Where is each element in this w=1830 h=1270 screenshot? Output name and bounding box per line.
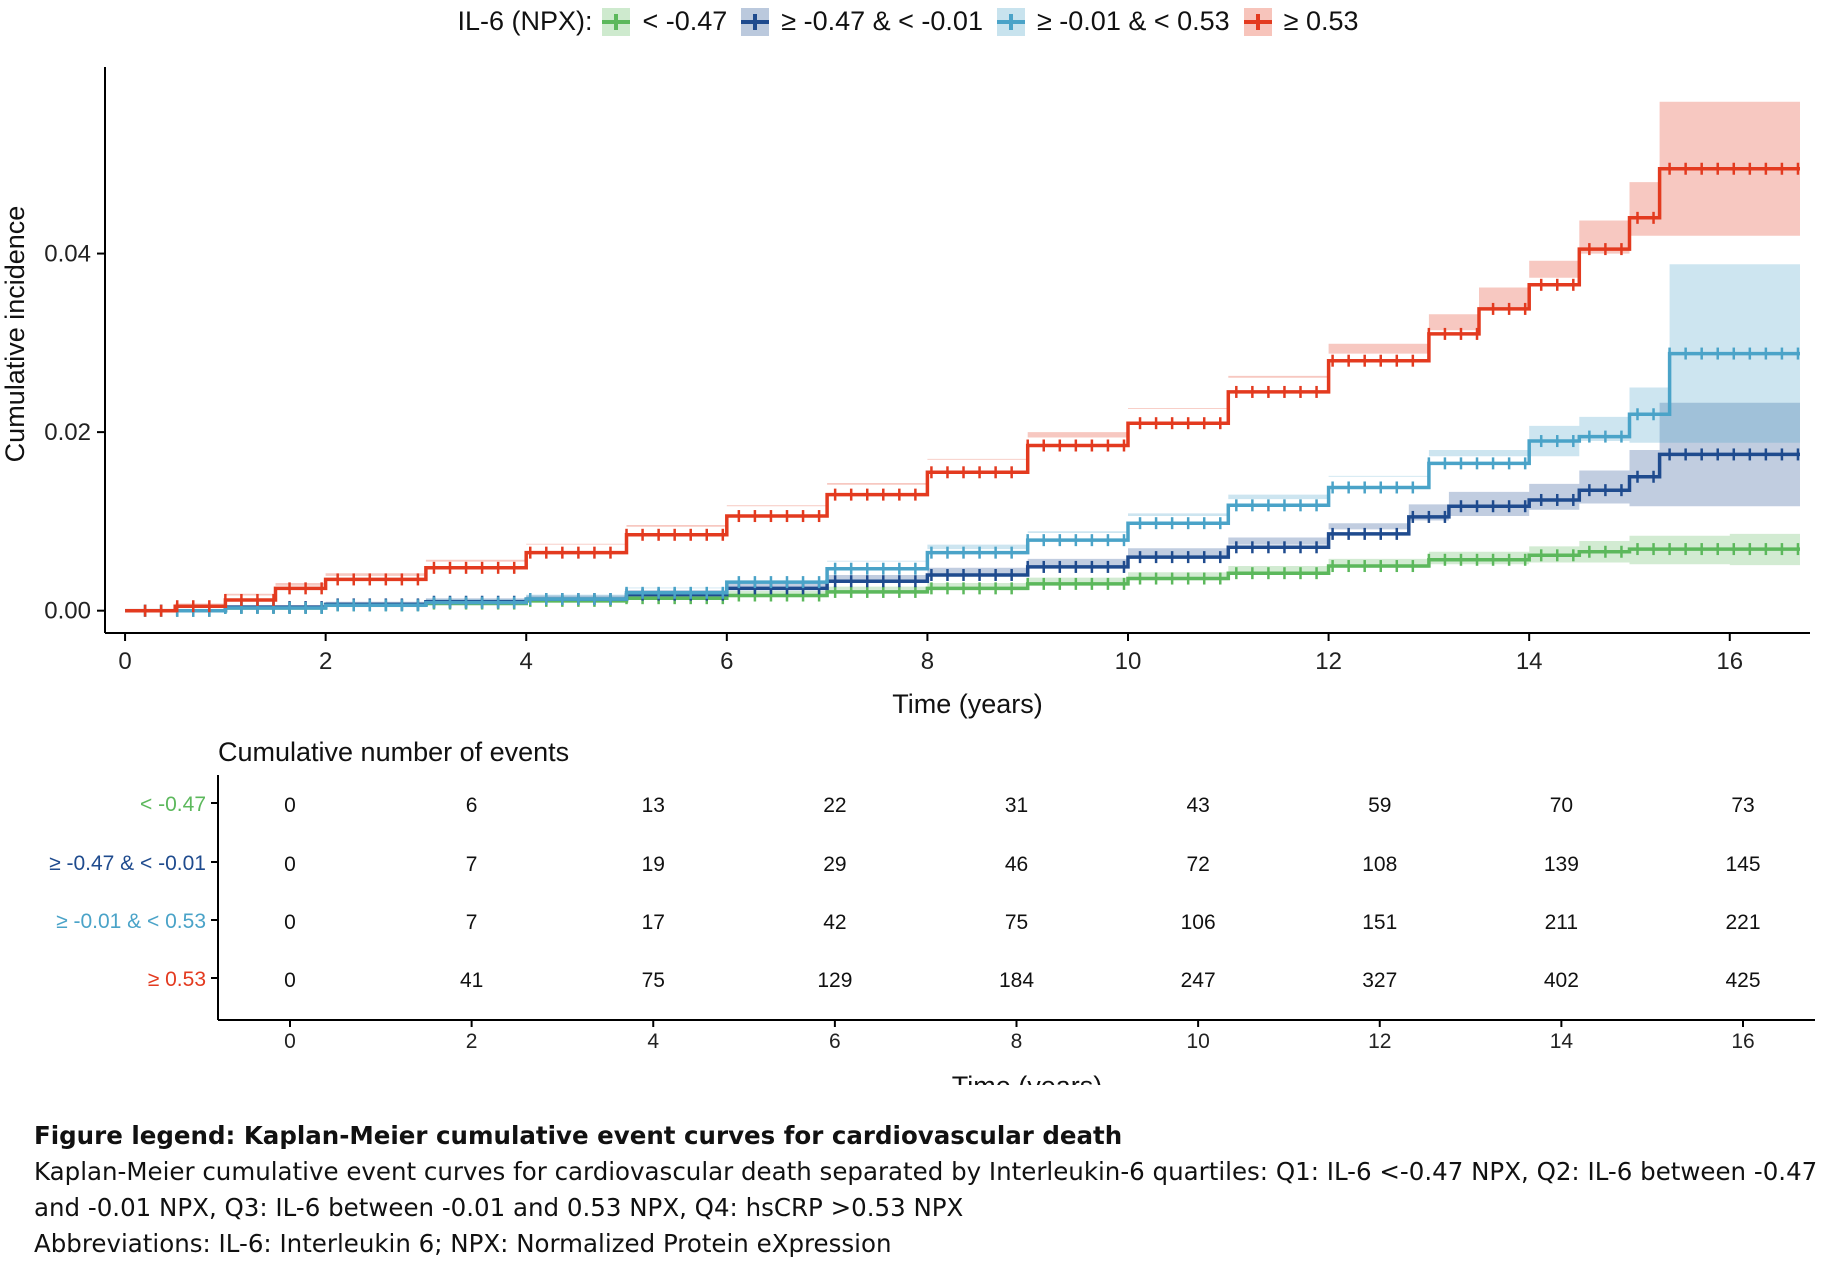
legend-swatch <box>741 7 770 36</box>
x-tick-label: 6 <box>720 648 733 675</box>
table-cell: 0 <box>284 969 296 992</box>
table-cell: 31 <box>1005 794 1028 817</box>
km-curves <box>125 162 1800 617</box>
km-curve-series-3 <box>125 351 1800 613</box>
table-cell: 46 <box>1005 853 1028 876</box>
table-cell: 70 <box>1550 794 1573 817</box>
table-x-tick-label: 16 <box>1731 1030 1754 1053</box>
censor-marks-series-3 <box>143 347 1800 617</box>
table-x-tick-label: 8 <box>1011 1030 1023 1053</box>
table-cell: 0 <box>284 853 296 876</box>
y-axis-label: Cumulative incidence <box>0 206 30 463</box>
table-cell: 22 <box>823 794 846 817</box>
table-x-tick-label: 12 <box>1368 1030 1391 1053</box>
table-cell: 184 <box>999 969 1034 992</box>
legend-swatch <box>602 7 631 36</box>
table-row-label: ≥ -0.01 & < 0.53 <box>56 910 206 933</box>
table-cell: 72 <box>1186 853 1209 876</box>
caption-title: Figure legend: Kaplan-Meier cumulative e… <box>34 1121 1123 1150</box>
table-cell: 6 <box>466 794 478 817</box>
table-cell: 7 <box>466 853 478 876</box>
legend-label: ≥ 0.53 <box>1283 6 1359 36</box>
table-cell: 59 <box>1368 794 1391 817</box>
x-axis-label: Time (years) <box>892 689 1043 719</box>
table-cell: 108 <box>1362 853 1397 876</box>
x-tick-label: 2 <box>319 648 332 675</box>
table-cell: 139 <box>1544 853 1579 876</box>
x-tick-label: 10 <box>1115 648 1142 675</box>
table-row-label: < -0.47 <box>140 793 206 816</box>
table-cell: 145 <box>1725 853 1760 876</box>
table-x-tick-label: 2 <box>466 1030 478 1053</box>
table-cell: 7 <box>466 911 478 934</box>
table-cell: 425 <box>1725 969 1760 992</box>
x-tick-label: 12 <box>1315 648 1342 675</box>
table-row-label: ≥ 0.53 <box>148 968 206 991</box>
table-cell: 19 <box>642 853 665 876</box>
table-x-tick-label: 6 <box>829 1030 841 1053</box>
legend-label: < -0.47 <box>642 6 728 36</box>
x-tick-label: 4 <box>520 648 533 675</box>
table-x-tick-label: 14 <box>1550 1030 1574 1053</box>
table-cell: 327 <box>1362 969 1397 992</box>
table-cell: 106 <box>1181 911 1216 934</box>
legend-entry: ≥ -0.47 & < -0.01 <box>741 6 983 37</box>
events-table: Cumulative number of events< -0.47 0 6 13 22… <box>49 737 1815 1085</box>
caption-text: Kaplan-Meier cumulative event curves for… <box>34 1157 1818 1222</box>
chart-legend: IL-6 (NPX): < -0.47 ≥ -0.47 & < -0.01 ≥ -0… <box>0 6 1830 37</box>
ci-band-series-4 <box>125 101 1801 611</box>
table-cell: 29 <box>823 853 846 876</box>
table-cell: 402 <box>1544 969 1579 992</box>
ci-bands <box>125 101 1801 611</box>
caption-abbreviations: Abbreviations: IL-6: Interleukin 6; NPX:… <box>34 1229 892 1258</box>
legend-label: ≥ -0.01 & < 0.53 <box>1036 6 1230 36</box>
table-cell: 75 <box>642 969 665 992</box>
table-cell: 129 <box>817 969 852 992</box>
figure-caption: Figure legend: Kaplan-Meier cumulative e… <box>34 1118 1824 1262</box>
table-cell: 42 <box>823 911 846 934</box>
table-cell: 221 <box>1725 911 1760 934</box>
legend-swatch <box>1243 7 1272 36</box>
table-cell: 0 <box>284 911 296 934</box>
y-tick-label: 0.02 <box>44 419 91 446</box>
legend-swatch <box>996 7 1025 36</box>
table-cell: 211 <box>1545 911 1578 934</box>
table-x-tick-label: 10 <box>1186 1030 1209 1053</box>
x-tick-label: 14 <box>1516 648 1543 675</box>
table-x-axis-label: Time (years) <box>952 1071 1103 1085</box>
table-title: Cumulative number of events <box>218 737 569 767</box>
legend-entry: ≥ 0.53 <box>1243 6 1359 37</box>
ci-band-series-1 <box>125 533 1801 611</box>
legend-entry: ≥ -0.01 & < 0.53 <box>996 6 1230 37</box>
table-cell: 73 <box>1731 794 1754 817</box>
x-tick-label: 16 <box>1716 648 1743 675</box>
y-tick-label: 0.00 <box>44 598 91 625</box>
x-tick-label: 0 <box>118 648 131 675</box>
x-tick-label: 8 <box>921 648 934 675</box>
table-x-tick-label: 0 <box>284 1030 296 1053</box>
censor-marks-series-4 <box>143 162 1800 617</box>
table-x-tick-label: 4 <box>647 1030 659 1053</box>
table-row-label: ≥ -0.47 & < -0.01 <box>49 852 206 875</box>
table-cell: 17 <box>642 911 665 934</box>
table-cell: 41 <box>460 969 483 992</box>
table-cell: 75 <box>1005 911 1028 934</box>
km-curve-series-4 <box>125 166 1800 613</box>
legend-title: IL-6 (NPX): <box>457 6 593 36</box>
table-cell: 43 <box>1186 794 1209 817</box>
table-cell: 247 <box>1181 969 1216 992</box>
table-cell: 0 <box>284 794 296 817</box>
legend-label: ≥ -0.47 & < -0.01 <box>781 6 983 36</box>
km-chart: 0 2 4 6 8 10 12 14 16 0.00 0.02 0.04 Time (years) Cum… <box>0 67 1810 719</box>
table-cell: 13 <box>642 794 665 817</box>
legend-entry: < -0.47 <box>602 6 727 37</box>
table-cell: 151 <box>1362 911 1397 934</box>
y-tick-label: 0.04 <box>44 241 91 268</box>
